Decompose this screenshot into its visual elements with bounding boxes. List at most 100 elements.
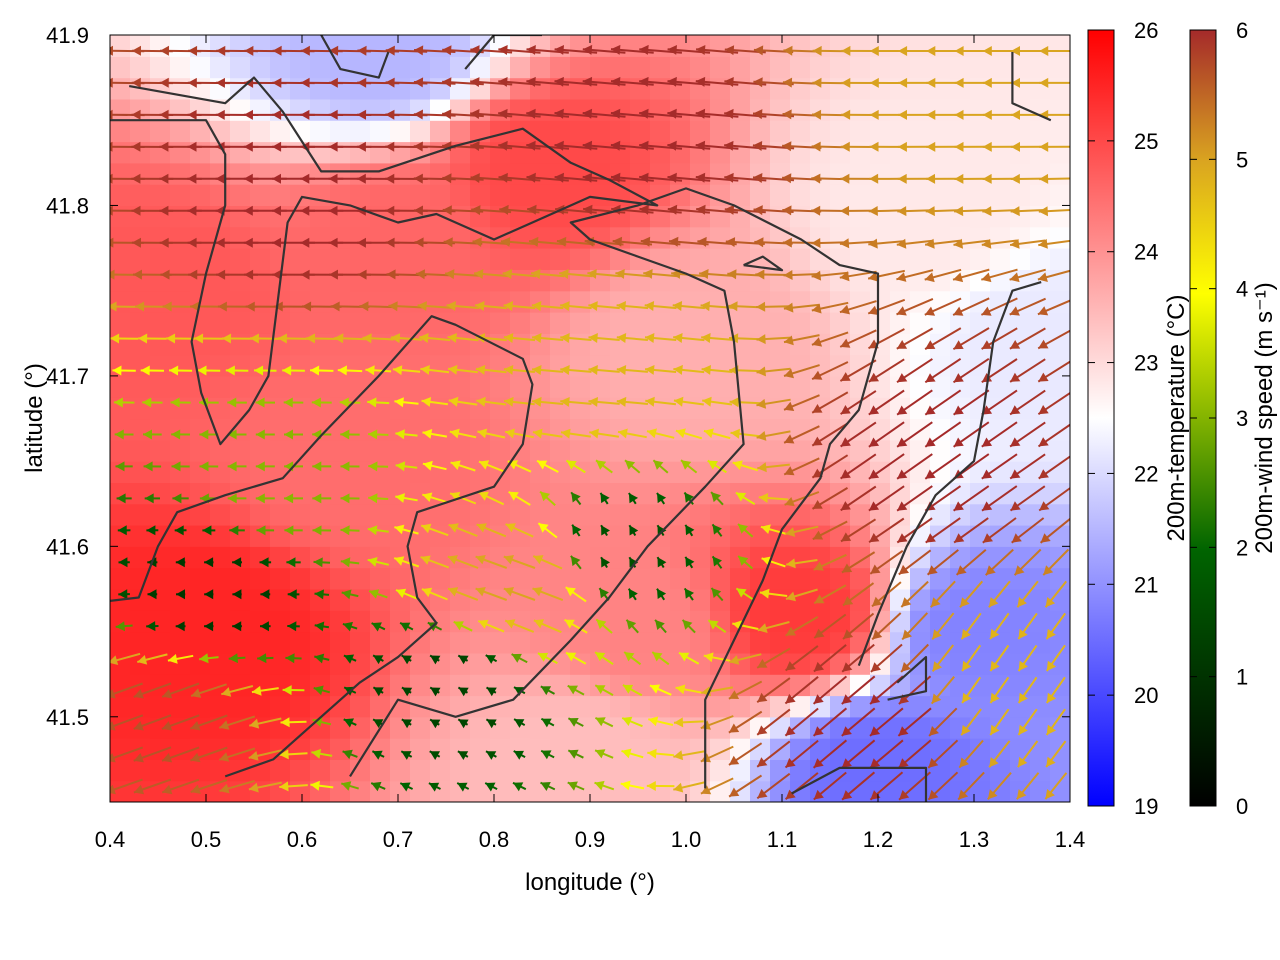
- wind-arrow: [286, 557, 301, 568]
- temperature-cell: [710, 375, 731, 398]
- temperature-cell: [910, 312, 931, 334]
- temperature-cell: [170, 205, 191, 228]
- wind-arrow: [711, 523, 723, 537]
- temperature-cell: [330, 98, 351, 121]
- temperature-cell: [670, 674, 691, 697]
- temperature-cell: [590, 290, 611, 313]
- wind-arrow: [204, 589, 214, 600]
- wind-arrow: [284, 429, 303, 440]
- temperature-cell: [190, 503, 211, 526]
- wind-arrow: [390, 333, 423, 344]
- temperature-cell: [270, 248, 291, 270]
- temperature-cell: [850, 354, 871, 377]
- wind-arrow: [400, 750, 413, 760]
- wind-arrow: [954, 141, 988, 152]
- wind-arrow: [110, 778, 143, 795]
- temperature-cell: [650, 652, 671, 675]
- temperature-cell: [270, 439, 291, 462]
- temperature-cell: [130, 333, 151, 356]
- wind-arrow: [989, 676, 1010, 704]
- wind-arrow: [710, 587, 724, 602]
- wind-arrow: [174, 525, 187, 536]
- temperature-cell: [1010, 120, 1031, 143]
- wind-arrow: [392, 365, 421, 376]
- temperature-cell: [750, 546, 771, 569]
- temperature-cell: [350, 695, 371, 718]
- temperature-cell: [210, 354, 231, 377]
- wind-arrow: [840, 453, 877, 480]
- temperature-cell: [670, 652, 691, 675]
- wind-arrow: [756, 647, 791, 669]
- x-axis-label: longitude (°): [525, 869, 655, 896]
- temperature-cell: [150, 674, 171, 697]
- temperature-cell: [410, 56, 431, 79]
- wind-arrow: [176, 589, 186, 600]
- temperature-cell: [470, 184, 491, 206]
- temperature-cell: [850, 375, 871, 398]
- temperature-cell: [870, 482, 891, 505]
- wind-arrow: [570, 491, 582, 506]
- temperature-cell: [330, 354, 351, 377]
- temperature-cell: [630, 780, 651, 802]
- temperature-cell: [970, 482, 991, 505]
- temperature-cell: [770, 567, 791, 590]
- wind-arrow: [757, 621, 790, 633]
- temperature-cell: [890, 98, 911, 121]
- wind-arrow: [171, 461, 190, 472]
- wind-arrow: [675, 684, 703, 695]
- wind-arrow: [170, 397, 191, 408]
- wind-arrow: [783, 270, 821, 280]
- temperature-cell: [930, 610, 951, 633]
- temperature-cell: [970, 184, 991, 206]
- wind-arrow: [457, 718, 469, 729]
- wind-arrow: [477, 428, 506, 439]
- wind-arrow: [475, 555, 508, 569]
- temperature-cell: [930, 738, 951, 760]
- temperature-cell: [250, 162, 271, 185]
- wind-arrow: [287, 621, 300, 632]
- temperature-cell: [450, 56, 471, 79]
- temperature-cell: [690, 652, 711, 675]
- wind-arrow: [952, 297, 990, 316]
- temperature-cell: [890, 162, 911, 185]
- wind-arrow: [700, 777, 734, 795]
- temperature-cell: [1050, 652, 1070, 675]
- temperature-cell: [190, 759, 211, 782]
- temperature-cell: [170, 226, 191, 249]
- wind-arrow: [567, 781, 585, 791]
- temperature-cell: [430, 759, 451, 782]
- wind-arrow: [952, 357, 990, 384]
- temperature-cell: [430, 184, 451, 206]
- temperature-cell: [570, 759, 591, 782]
- wind-arrow: [367, 525, 389, 536]
- temperature-cell: [930, 333, 951, 356]
- temperature-cell: [870, 546, 891, 569]
- temperature-cell: [830, 567, 851, 590]
- temperature-cell: [770, 631, 791, 654]
- wind-arrow: [953, 485, 990, 512]
- temperature-cell: [990, 162, 1011, 185]
- temperature-cell: [550, 439, 571, 462]
- wind-arrow: [532, 428, 563, 439]
- temperature-cell: [770, 98, 791, 121]
- wind-arrow: [227, 429, 247, 440]
- temperature-cell: [550, 674, 571, 697]
- temperature-cell: [130, 184, 151, 206]
- wind-arrow: [118, 557, 130, 568]
- temperature-cell: [410, 759, 431, 782]
- temperature-cell: [950, 290, 971, 313]
- temperature-cell: [790, 162, 811, 185]
- wind-arrow: [284, 493, 303, 504]
- temperature-cell: [690, 588, 711, 611]
- temperature-cell: [810, 354, 831, 377]
- temperature-cell: [110, 205, 131, 228]
- temperature-cell: [350, 418, 371, 441]
- temperature-cell: [950, 674, 971, 697]
- temperature-cell: [570, 35, 591, 57]
- temperature-cell: [130, 567, 151, 590]
- wind-arrow: [567, 749, 584, 759]
- wind-arrow: [811, 361, 849, 381]
- temperature-cell: [850, 162, 871, 185]
- wind-arrow: [812, 520, 848, 541]
- temperature-cell: [470, 375, 491, 398]
